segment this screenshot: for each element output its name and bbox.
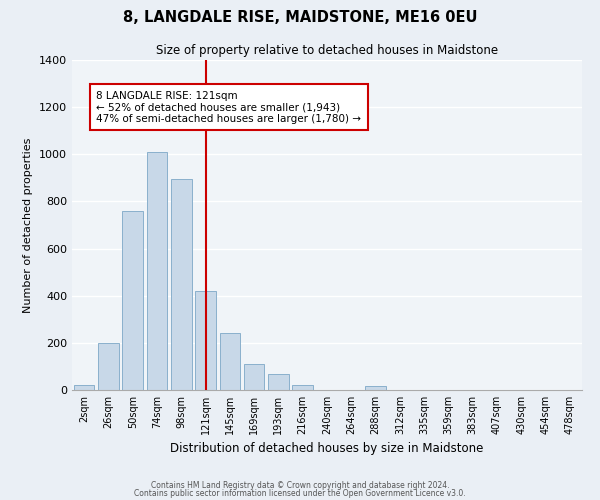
Text: 8 LANGDALE RISE: 121sqm
← 52% of detached houses are smaller (1,943)
47% of semi: 8 LANGDALE RISE: 121sqm ← 52% of detache… (96, 90, 361, 124)
Title: Size of property relative to detached houses in Maidstone: Size of property relative to detached ho… (156, 44, 498, 58)
Bar (244, 364, 265, 390)
X-axis label: Distribution of detached houses by size in Maidstone: Distribution of detached houses by size … (170, 442, 484, 456)
Bar (365, 386, 386, 390)
Bar (146, 152, 167, 390)
Bar (195, 291, 216, 390)
Bar (122, 211, 143, 390)
Bar (220, 334, 240, 390)
Bar (268, 374, 289, 390)
Text: Contains HM Land Registry data © Crown copyright and database right 2024.: Contains HM Land Registry data © Crown c… (151, 481, 449, 490)
Y-axis label: Number of detached properties: Number of detached properties (23, 138, 34, 312)
Bar (74, 386, 94, 390)
Text: Contains public sector information licensed under the Open Government Licence v3: Contains public sector information licen… (134, 488, 466, 498)
Bar (98, 343, 119, 390)
Bar (171, 179, 191, 390)
Bar (292, 386, 313, 390)
Text: 8, LANGDALE RISE, MAIDSTONE, ME16 0EU: 8, LANGDALE RISE, MAIDSTONE, ME16 0EU (123, 10, 477, 25)
